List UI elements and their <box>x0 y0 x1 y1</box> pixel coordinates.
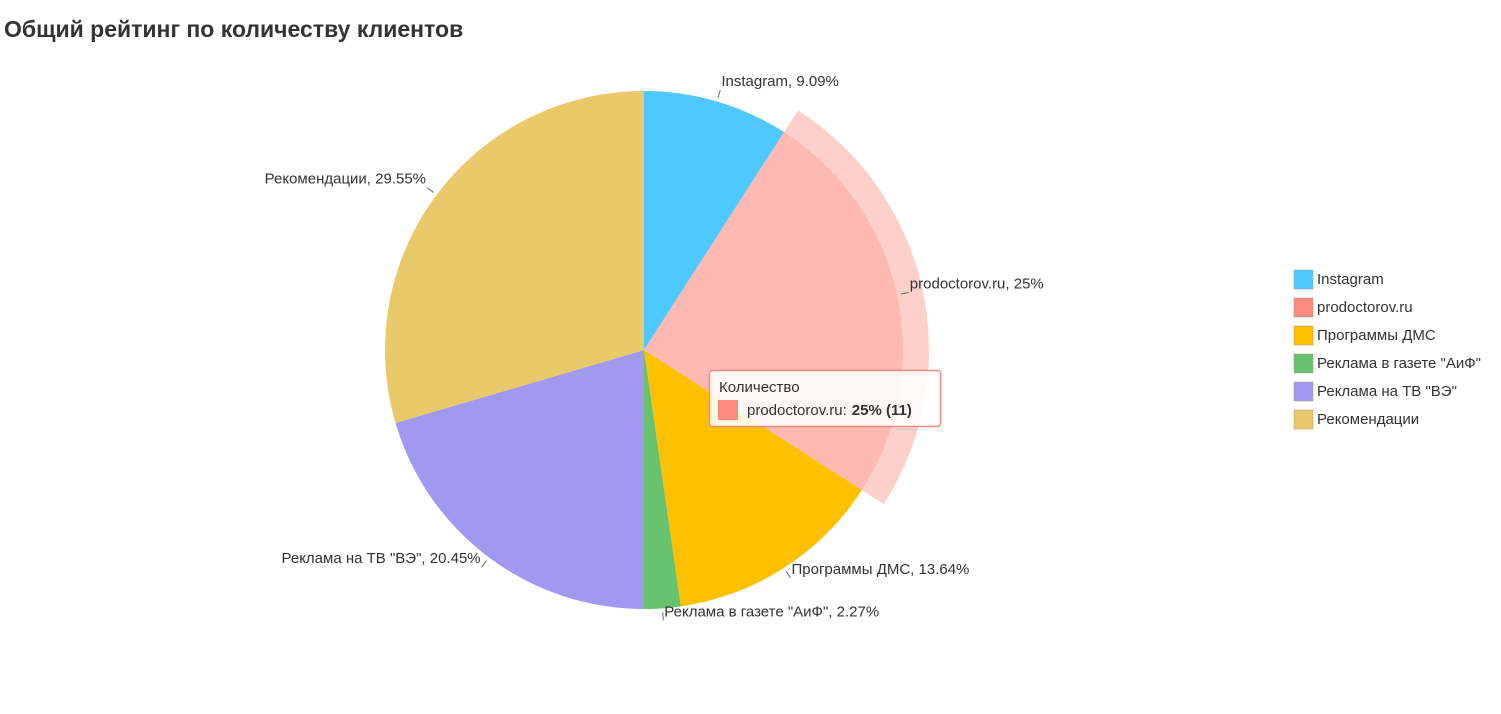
label-tick <box>785 570 791 579</box>
tooltip-title: Количество <box>719 379 800 396</box>
legend-swatch <box>1293 353 1314 374</box>
label-tick <box>426 187 434 193</box>
legend-label: Реклама на ТВ "ВЭ" <box>1317 383 1457 400</box>
tooltip-label: prodoctorov.ru: <box>747 402 847 419</box>
data-label: Instagram, 9.09% <box>721 73 839 90</box>
legend-swatch <box>1293 409 1314 430</box>
data-label: Реклама на ТВ "ВЭ", 20.45% <box>282 550 481 567</box>
legend-swatch <box>1293 297 1314 318</box>
label-tick <box>662 612 664 621</box>
slice <box>385 91 644 424</box>
legend-label: Реклама в газете "АиФ" <box>1317 355 1481 372</box>
label-tick <box>481 560 487 568</box>
tooltip-box <box>708 369 942 428</box>
slice-halo <box>784 110 930 505</box>
chart-title: Общий рейтинг по количеству клиентов <box>4 16 463 42</box>
legend-swatch <box>1293 325 1314 346</box>
data-label: prodoctorov.ru, 25% <box>910 275 1044 292</box>
label-tick <box>900 291 909 295</box>
slice <box>644 91 785 350</box>
data-label: Рекомендации, 29.55% <box>265 171 426 188</box>
data-label: Реклама в газете "АиФ", 2.27% <box>664 603 879 620</box>
slice <box>395 350 644 609</box>
slice <box>644 350 681 609</box>
legend-label: Instagram <box>1317 271 1384 288</box>
legend-swatch <box>1293 269 1314 290</box>
tooltip: Количество prodoctorov.ru: 25% (11) <box>708 369 942 428</box>
legend-label: Программы ДМС <box>1317 327 1436 344</box>
tooltip-swatch <box>718 400 738 420</box>
tooltip-text: prodoctorov.ru: 25% (11) <box>747 402 912 419</box>
legend-swatch <box>1293 381 1314 402</box>
data-label: Программы ДМС, 13.64% <box>792 561 970 578</box>
label-tick <box>717 89 721 98</box>
legend-label: Рекомендации <box>1317 411 1419 428</box>
slice <box>644 350 862 607</box>
legend-label: prodoctorov.ru <box>1317 299 1413 316</box>
tooltip-value: 25% (11) <box>852 402 912 419</box>
